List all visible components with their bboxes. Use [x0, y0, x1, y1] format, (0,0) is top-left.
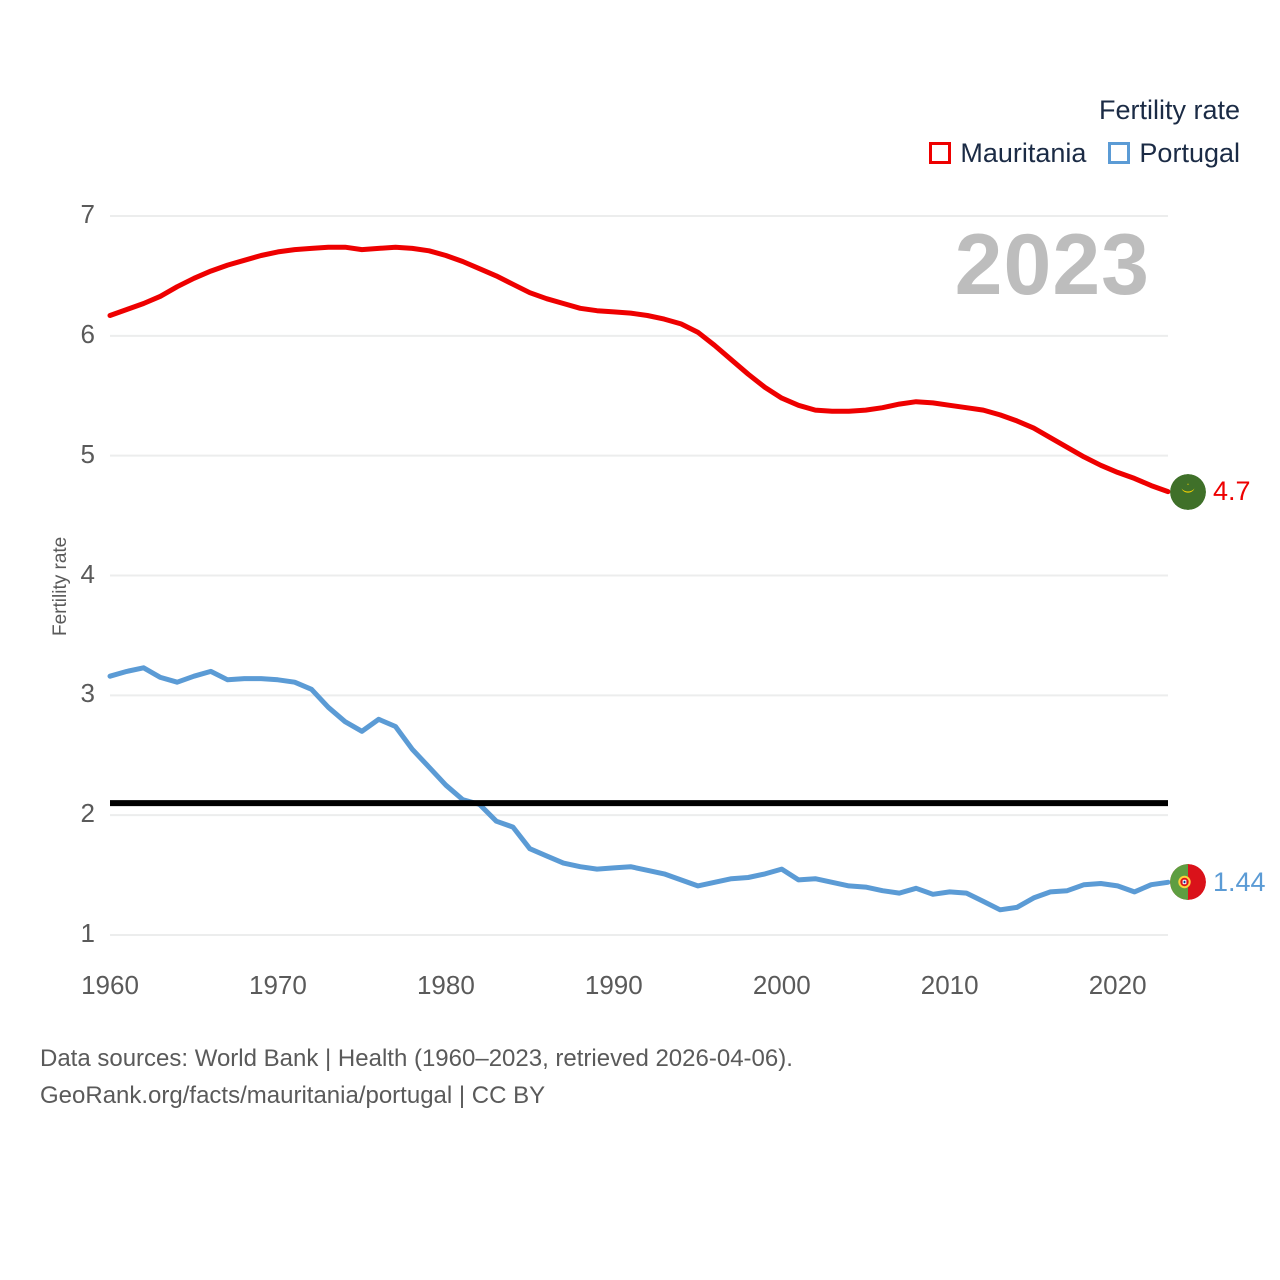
- series-line-mauritania: [107, 244, 1171, 495]
- legend-swatch-portugal: [1108, 142, 1131, 165]
- y-axis-title: Fertility rate: [50, 536, 71, 636]
- x-tick-label: 2020: [1088, 970, 1147, 1000]
- y-tick-label: 5: [80, 438, 95, 469]
- y-tick-label: 2: [80, 798, 95, 829]
- portugal-flag-icon: [1170, 864, 1206, 901]
- chart-legend: Fertility rate Mauritania Portugal: [929, 95, 1240, 169]
- legend-title: Fertility rate: [1098, 95, 1240, 125]
- year-watermark: 2023: [954, 217, 1150, 313]
- legend-label-portugal: Portugal: [1139, 137, 1240, 168]
- y-tick-label: 6: [80, 318, 95, 349]
- mauritania-flag-icon: [1170, 473, 1206, 510]
- endpoint-portugal[interactable]: 1.44: [1170, 864, 1266, 901]
- gridlines: [110, 215, 1168, 936]
- series-line-portugal: [107, 665, 1171, 913]
- y-tick-label: 7: [80, 199, 95, 229]
- legend-items: Mauritania Portugal: [929, 138, 1240, 169]
- legend-swatch-mauritania: [929, 142, 952, 165]
- footer-line-2: GeoRank.org/facts/mauritania/portugal | …: [40, 1082, 546, 1110]
- legend-item-portugal[interactable]: Portugal: [1108, 138, 1240, 169]
- x-tick-label: 2010: [920, 970, 979, 1000]
- x-tick-label: 1990: [584, 970, 643, 1000]
- y-tick-label: 3: [80, 678, 95, 709]
- legend-item-mauritania[interactable]: Mauritania: [929, 138, 1086, 169]
- footer-sources: Data sources: World Bank | Health (1960–…: [40, 1040, 793, 1114]
- endpoint-value-portugal: 1.44: [1213, 866, 1266, 897]
- x-tick-label: 1960: [81, 970, 139, 1000]
- endpoint-value-mauritania: 4.7: [1213, 476, 1251, 507]
- y-tick-label: 1: [80, 918, 95, 948]
- legend-label-mauritania: Mauritania: [960, 137, 1087, 168]
- x-tick-label: 1970: [249, 970, 307, 1000]
- series-lines: [107, 244, 1171, 913]
- footer-line-1: Data sources: World Bank | Health (1960–…: [40, 1045, 793, 1072]
- x-tick-label: 1980: [416, 970, 475, 1000]
- x-tick-label: 2000: [752, 970, 811, 1000]
- y-tick-label: 4: [80, 558, 95, 589]
- endpoint-mauritania[interactable]: 4.7: [1170, 473, 1251, 510]
